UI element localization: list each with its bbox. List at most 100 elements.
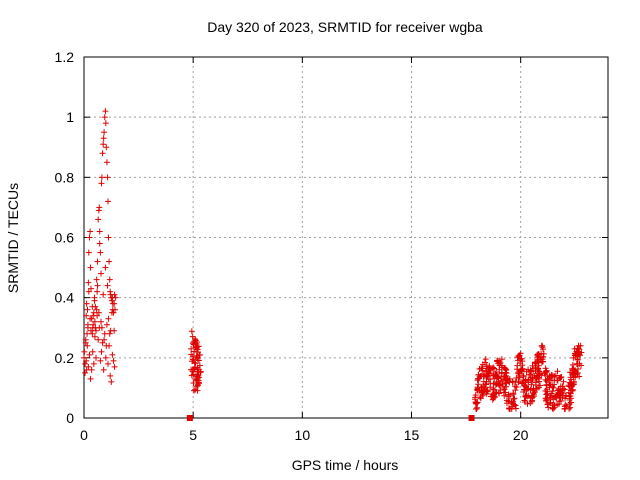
data-point	[190, 339, 197, 346]
data-point	[501, 392, 508, 399]
data-point	[480, 378, 487, 385]
x-tick-label: 5	[189, 427, 197, 443]
chart-title: Day 320 of 2023, SRMTID for receiver wgb…	[207, 19, 483, 35]
data-point	[95, 336, 102, 343]
data-point	[108, 309, 115, 316]
data-point	[502, 389, 509, 396]
data-point	[529, 394, 536, 401]
data-point	[109, 306, 116, 313]
data-point	[194, 354, 201, 361]
data-point	[565, 389, 572, 396]
data-point	[94, 258, 101, 265]
data-point	[567, 404, 574, 411]
data-point	[99, 150, 106, 157]
data-point	[530, 385, 537, 392]
data-point	[83, 366, 90, 373]
data-point	[84, 321, 91, 328]
data-point	[574, 352, 581, 359]
data-point	[538, 372, 545, 379]
data-point	[82, 336, 89, 343]
data-point	[94, 288, 101, 295]
data-point	[566, 405, 573, 412]
data-point	[106, 276, 113, 283]
data-point	[105, 234, 112, 241]
data-point	[536, 378, 543, 385]
data-point	[570, 378, 577, 385]
data-point	[474, 386, 481, 393]
data-point	[85, 288, 92, 295]
data-point	[552, 372, 559, 379]
data-point	[559, 394, 566, 401]
data-point	[550, 405, 557, 412]
data-point	[482, 356, 489, 363]
data-point	[506, 392, 513, 399]
data-point	[527, 400, 534, 407]
data-point	[89, 330, 96, 337]
data-point	[536, 368, 543, 375]
data-points	[81, 108, 585, 421]
data-point	[479, 365, 486, 372]
data-point	[87, 315, 94, 322]
data-point	[491, 386, 498, 393]
data-point	[93, 354, 100, 361]
data-point	[490, 392, 497, 399]
data-point	[574, 365, 581, 372]
data-point	[83, 300, 90, 307]
data-point	[85, 249, 92, 256]
data-point	[86, 234, 93, 241]
data-point	[91, 318, 98, 325]
data-point	[104, 282, 111, 289]
data-point	[494, 358, 501, 365]
zero-marker	[186, 415, 193, 421]
data-point	[534, 357, 541, 364]
data-point	[547, 373, 554, 380]
data-point	[101, 129, 108, 136]
data-point	[542, 365, 549, 372]
data-point	[539, 358, 546, 365]
data-point	[576, 373, 583, 380]
data-point	[82, 369, 89, 376]
data-point	[542, 376, 549, 383]
data-point	[547, 392, 554, 399]
data-point	[560, 385, 567, 392]
data-point	[515, 379, 522, 386]
data-point	[97, 357, 104, 364]
data-point	[511, 395, 518, 402]
data-point	[101, 330, 108, 337]
data-point	[94, 282, 101, 289]
data-point	[111, 327, 118, 334]
data-point	[515, 370, 522, 377]
data-point	[87, 285, 94, 292]
data-point	[90, 312, 97, 319]
data-point	[503, 397, 510, 404]
data-point	[530, 365, 537, 372]
data-point	[87, 327, 94, 334]
data-point	[93, 276, 100, 283]
data-point	[194, 381, 201, 388]
data-point	[474, 387, 481, 394]
data-point	[190, 380, 197, 387]
data-point	[87, 264, 94, 271]
data-point	[95, 309, 102, 316]
data-point	[487, 384, 494, 391]
data-point	[575, 342, 582, 349]
data-point	[479, 361, 486, 368]
data-point	[501, 364, 508, 371]
x-axis-label: GPS time / hours	[292, 457, 399, 473]
data-point	[578, 349, 585, 356]
data-point	[191, 348, 198, 355]
data-point	[98, 324, 105, 331]
data-point	[569, 386, 576, 393]
data-point	[574, 345, 581, 352]
data-point	[98, 348, 105, 355]
data-point	[560, 378, 567, 385]
data-point	[492, 372, 499, 379]
data-point	[549, 383, 556, 390]
data-point	[531, 372, 538, 379]
y-tick-label: 0.4	[55, 290, 75, 306]
data-point	[567, 392, 574, 399]
data-point	[506, 378, 513, 385]
data-point	[480, 373, 487, 380]
data-point	[522, 393, 529, 400]
data-point	[193, 344, 200, 351]
